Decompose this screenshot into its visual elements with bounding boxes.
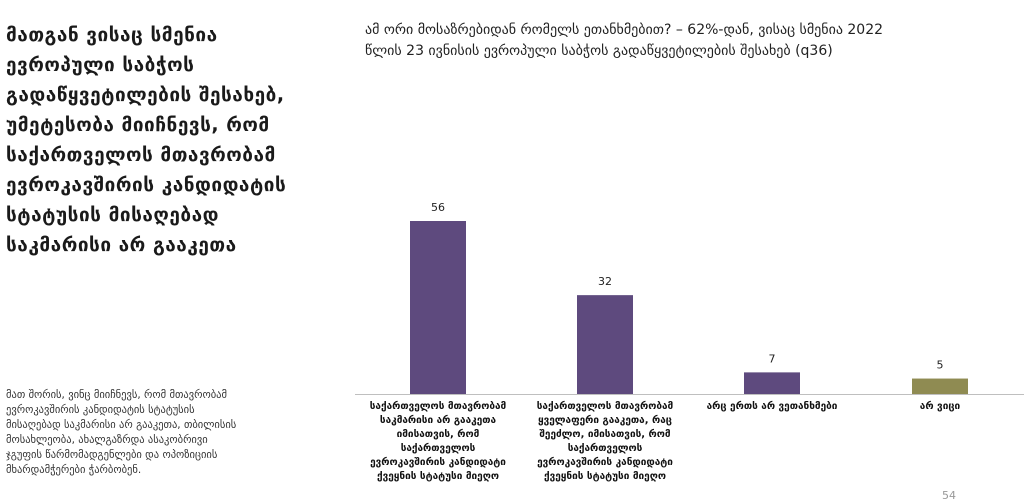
chart-title: ამ ორი მოსაზრებიდან რომელს ეთანხმებით? –…: [365, 20, 1005, 62]
note-line: ჯგუფის წარმომადგენლები და ოპოზიციის: [6, 449, 218, 461]
category-label-line: შეეძლო, იმისათვის, რომ: [539, 429, 671, 440]
category-label-line: იმისათვის, რომ: [396, 429, 480, 440]
category-label-line: ევროკავშირის კანდიდატი: [537, 457, 673, 468]
note-line: მათ შორის, ვინც მიიჩნევს, რომ მთავრობამ: [6, 389, 227, 401]
left-title-line: სტატუსის მისაღებად: [6, 204, 219, 226]
bar-4: [912, 378, 968, 394]
category-label-line: საკმარისი არ გააკეთა: [379, 415, 497, 426]
left-title-line: ევროპული საბჭოს: [6, 54, 195, 76]
category-label-line: ყველაფერი გააკეთა, რაც: [537, 415, 672, 426]
left-title-line: ევროკავშირის კანდიდატის: [6, 174, 287, 196]
category-label: საქართველოს მთავრობამ ყველაფერი გააკეთა, …: [520, 400, 690, 484]
category-label-line: არ ვიცი: [919, 401, 961, 412]
page-number: 54: [942, 489, 956, 502]
left-title-line: გადაწყვეტილების შესახებ,: [6, 84, 285, 106]
category-label-line: საქართველოს: [567, 443, 643, 454]
bar-value-label: 7: [769, 352, 776, 365]
bar-1: [410, 221, 466, 394]
category-label-line: ქვეყნის სტატუსი მიეღო: [377, 471, 499, 482]
bar-value-label: 56: [431, 201, 445, 214]
category-label-line: საქართველოს: [400, 443, 476, 454]
bar-value-label: 32: [598, 275, 612, 288]
category-label-line: ქვეყნის სტატუსი მიეღო: [544, 471, 666, 482]
left-title-line: მათგან ვისაც სმენია: [6, 24, 218, 46]
category-label-line: საქართველოს მთავრობამ: [536, 401, 674, 412]
left-title-line: საქართველოს მთავრობამ: [6, 144, 276, 166]
bar-3: [744, 372, 800, 394]
category-label-line: არც ერთს არ ვეთანხმები: [706, 401, 838, 412]
category-label: არ ვიცი: [855, 400, 1024, 414]
note-line: ევროკავშირის კანდიდატის სტატუსის: [6, 404, 195, 416]
note-line: მისაღებად საკმარისი არ გააკეთა, თბილისის: [6, 419, 237, 431]
note-line: მხარდამჭერები ჭარბობენ.: [6, 464, 142, 476]
chart-title-line: ამ ორი მოსაზრებიდან რომელს ეთანხმებით? –…: [365, 22, 884, 38]
left-title: მათგან ვისაც სმენია ევროპული საბჭოს გადა…: [6, 20, 316, 260]
left-title-line: უმეტესობა მიიჩნევს, რომ: [6, 114, 270, 136]
category-label-line: ევროკავშირის კანდიდატი: [370, 457, 506, 468]
left-title-line: საკმარისი არ გააკეთა: [6, 234, 237, 256]
note-line: მოსახლეობა, ახალგაზრდა ასაკობრივი: [6, 434, 208, 446]
left-note: მათ შორის, ვინც მიიჩნევს, რომ მთავრობამ …: [6, 388, 306, 478]
category-label-line: საქართველოს მთავრობამ: [369, 401, 507, 412]
category-label: არც ერთს არ ვეთანხმები: [687, 400, 857, 414]
bar-2: [577, 295, 633, 394]
chart-title-line: წლის 23 ივნისის ევროპული საბჭოს გადაწყვე…: [365, 43, 833, 59]
category-label: საქართველოს მთავრობამ საკმარისი არ გააკეთ…: [353, 400, 523, 484]
bar-value-label: 5: [937, 359, 944, 372]
